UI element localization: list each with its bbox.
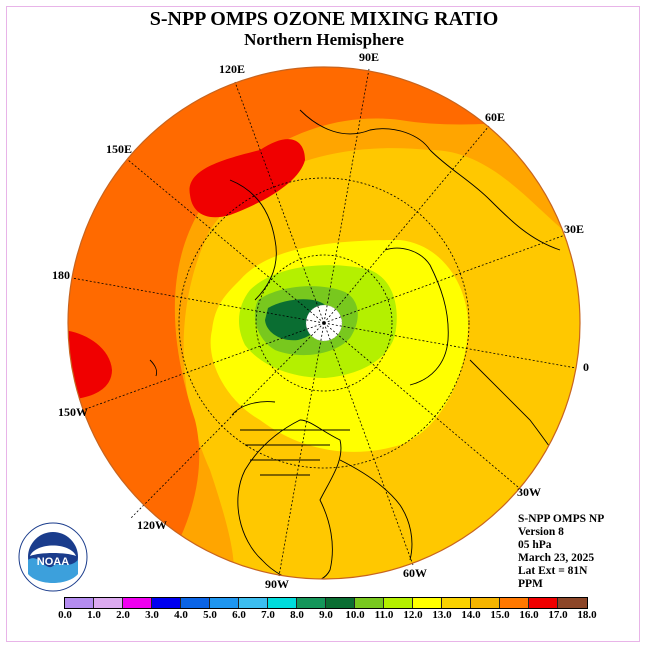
colorbar-swatch [384, 598, 413, 608]
colorbar-tick-label: 0.0 [58, 609, 72, 621]
colorbar-tick-label: 18.0 [577, 609, 597, 621]
colorbar-tick-label: 2.0 [116, 609, 130, 621]
unit-label: PPM [518, 578, 543, 590]
colorbar-tick-label: 15.0 [490, 609, 510, 621]
noaa-logo: NOAA [18, 522, 88, 592]
colorbar-swatch [268, 598, 297, 608]
product-info: S-NPP OMPS NP Version 8 05 hPa March 23,… [518, 513, 604, 591]
colorbar-swatch [239, 598, 268, 608]
colorbar-swatch [297, 598, 326, 608]
colorbar-swatch [413, 598, 442, 608]
colorbar-swatch [529, 598, 558, 608]
map-title: S-NPP OMPS OZONE MIXING RATIO [149, 8, 499, 30]
lon-label-90w: 90W [265, 577, 289, 591]
colorbar-swatch [152, 598, 181, 608]
noaa-logo-text: NOAA [37, 556, 69, 568]
map-boundary [67, 66, 581, 580]
lon-label-0: 0 [583, 360, 589, 374]
colorbar-tick-label: 14.0 [461, 609, 481, 621]
lon-label-60w: 60W [403, 566, 427, 580]
colorbar-swatch [123, 598, 152, 608]
colorbar-tick-label: 7.0 [261, 609, 275, 621]
colorbar-swatch [65, 598, 94, 608]
colorbar-swatch [558, 598, 587, 608]
colorbar-tick-label: 8.0 [290, 609, 304, 621]
colorbar-tick-label: 9.0 [319, 609, 333, 621]
lon-label-120e: 120E [219, 62, 246, 76]
colorbar-swatch [471, 598, 500, 608]
colorbar-tick-label: 11.0 [374, 609, 394, 621]
lon-label-120w: 120W [137, 518, 167, 532]
colorbar-tick-label: 13.0 [432, 609, 452, 621]
colorbar-tick-label: 17.0 [548, 609, 568, 621]
lon-label-150w: 150W [58, 405, 88, 419]
colorbar-swatch [355, 598, 384, 608]
lon-label-180: 180 [52, 268, 70, 282]
colorbar-swatch [326, 598, 355, 608]
lon-label-90e: 90E [359, 50, 380, 64]
colorbar-swatch [210, 598, 239, 608]
colorbar [64, 597, 588, 609]
pressure-level: 05 hPa [518, 539, 552, 551]
product-name: S-NPP OMPS NP [518, 513, 605, 525]
graticule [71, 68, 577, 577]
colorbar-tick-label: 10.0 [345, 609, 365, 621]
colorbar-swatch [181, 598, 210, 608]
map-subtitle: Northern Hemisphere [244, 30, 404, 49]
product-version: Version 8 [518, 526, 564, 538]
lon-label-60e: 60E [485, 110, 506, 124]
latitude-extent: Lat Ext = 81N [518, 565, 588, 577]
lon-label-30w: 30W [517, 485, 541, 499]
figure-frame [6, 6, 640, 642]
colorbar-tick-label: 1.0 [87, 609, 101, 621]
colorbar-tick-label: 5.0 [203, 609, 217, 621]
colorbar-tick-label: 3.0 [145, 609, 159, 621]
observation-date: March 23, 2025 [518, 552, 595, 564]
colorbar-swatch [94, 598, 123, 608]
colorbar-tick-label: 4.0 [174, 609, 188, 621]
colorbar-tick-label: 6.0 [232, 609, 246, 621]
colorbar-swatch [500, 598, 529, 608]
coastline-layer [149, 109, 571, 579]
colorbar-tick-label: 16.0 [519, 609, 539, 621]
lon-label-150e: 150E [106, 142, 133, 156]
colorbar-swatch [442, 598, 471, 608]
colorbar-tick-label: 12.0 [403, 609, 423, 621]
lon-label-30e: 30E [564, 222, 585, 236]
